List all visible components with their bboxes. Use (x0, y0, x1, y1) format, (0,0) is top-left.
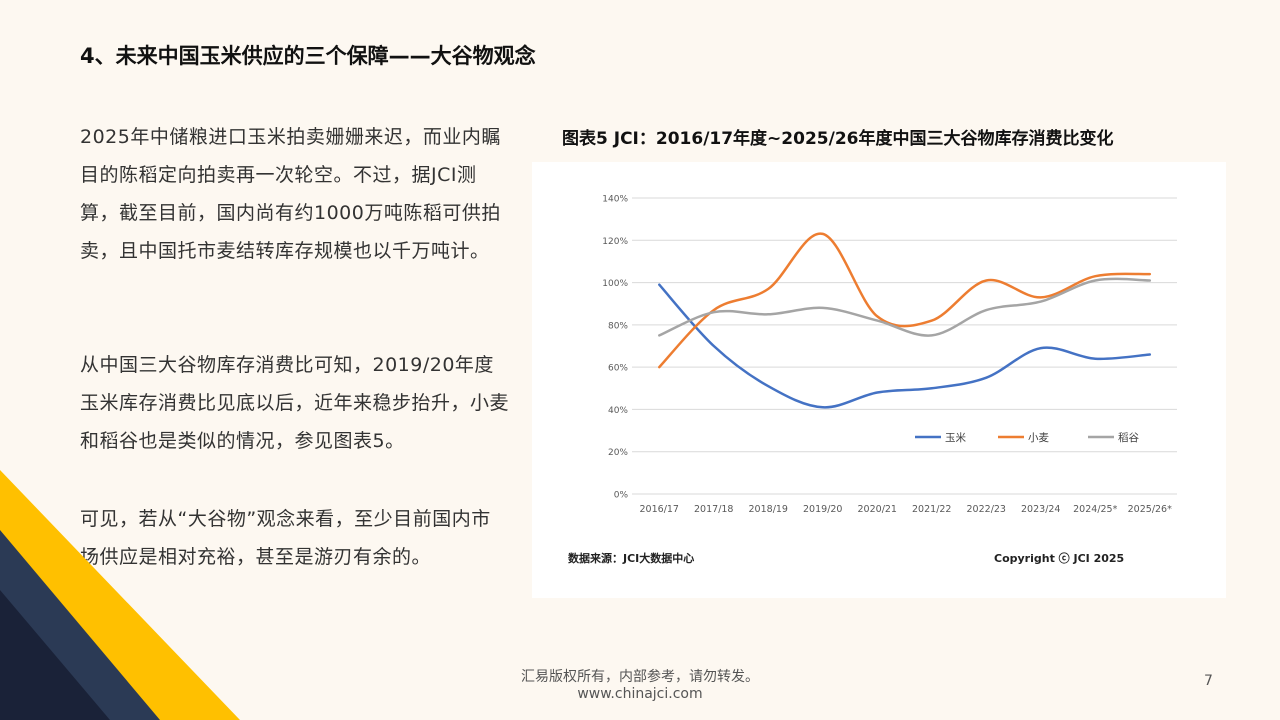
chart-copyright: Copyright ⓒ JCI 2025 (994, 552, 1125, 565)
corner-yellow-stripe (0, 470, 240, 720)
y-tick-label: 40% (608, 406, 628, 416)
y-tick-label: 100% (602, 279, 628, 289)
legend-label: 小麦 (1028, 432, 1050, 444)
x-axis-ticks: 2016/17 2017/18 2018/19 2019/20 2020/21 2021/… (640, 504, 1173, 515)
chart-title: 图表5 JCI：2016/17年度~2025/26年度中国三大谷物库存消费比变化 (562, 129, 1114, 149)
x-tick-label: 2018/19 (749, 504, 788, 515)
x-tick-label: 2024/25* (1073, 504, 1117, 515)
y-axis-ticks: 0% 20% 40% 60% 80% 100% 120% 140% (602, 195, 628, 501)
chart-panel: 0% 20% 40% 60% 80% 100% 120% 140% 2016/17 2017/1… (532, 162, 1226, 598)
chart-source: 数据来源：JCI大数据中心 (568, 552, 695, 565)
y-tick-label: 80% (608, 321, 628, 331)
series-line (658, 283, 1152, 409)
legend-label: 稻谷 (1118, 432, 1140, 444)
series-line (658, 232, 1152, 369)
slide-title: 4、未来中国玉米供应的三个保障——大谷物观念 (80, 44, 536, 68)
x-tick-label: 2016/17 (640, 504, 679, 515)
x-tick-label: 2023/24 (1021, 504, 1060, 515)
footer-copyright-note: 汇易版权所有，内部参考，请勿转发。 (521, 669, 759, 685)
footer-website[interactable]: www.chinajci.com (577, 686, 703, 702)
x-tick-label: 2021/22 (912, 504, 951, 515)
chart-series (658, 232, 1152, 409)
x-tick-label: 2019/20 (803, 504, 842, 515)
series-小麦 (658, 232, 1152, 369)
page-number: 7 (1204, 673, 1213, 689)
x-tick-label: 2020/21 (858, 504, 897, 515)
y-tick-label: 20% (608, 448, 628, 458)
series-稻谷 (658, 277, 1152, 337)
chart-gridlines (632, 197, 1177, 495)
x-tick-label: 2017/18 (694, 504, 733, 515)
x-tick-label: 2022/23 (967, 504, 1006, 515)
corner-dark-block (0, 590, 110, 720)
x-tick-label: 2025/26* (1128, 504, 1172, 515)
paragraph-auction: 2025年中储粮进口玉米拍卖姗姗来迟，而业内瞩目的陈稻定向拍卖再一次轮空。不过，… (80, 126, 501, 262)
paragraph-stock-ratio: 从中国三大谷物库存消费比可知，2019/20年度玉米库存消费比见底以后，近年来稳… (80, 354, 510, 452)
y-tick-label: 0% (614, 491, 629, 501)
line-chart: 0% 20% 40% 60% 80% 100% 120% 140% 2016/17 2017/1… (602, 195, 1177, 515)
corner-decoration (0, 470, 240, 720)
y-tick-label: 120% (602, 237, 628, 247)
chart-legend: 玉米 小麦 稻谷 (915, 431, 1140, 444)
paragraph-conclusion: 可见，若从“大谷物”观念来看，至少目前国内市场供应是相对充裕，甚至是游刃有余的。 (80, 508, 491, 568)
series-玉米 (658, 283, 1152, 409)
y-tick-label: 60% (608, 364, 628, 374)
legend-label: 玉米 (945, 431, 966, 444)
y-tick-label: 140% (602, 195, 628, 205)
series-line (658, 277, 1152, 337)
